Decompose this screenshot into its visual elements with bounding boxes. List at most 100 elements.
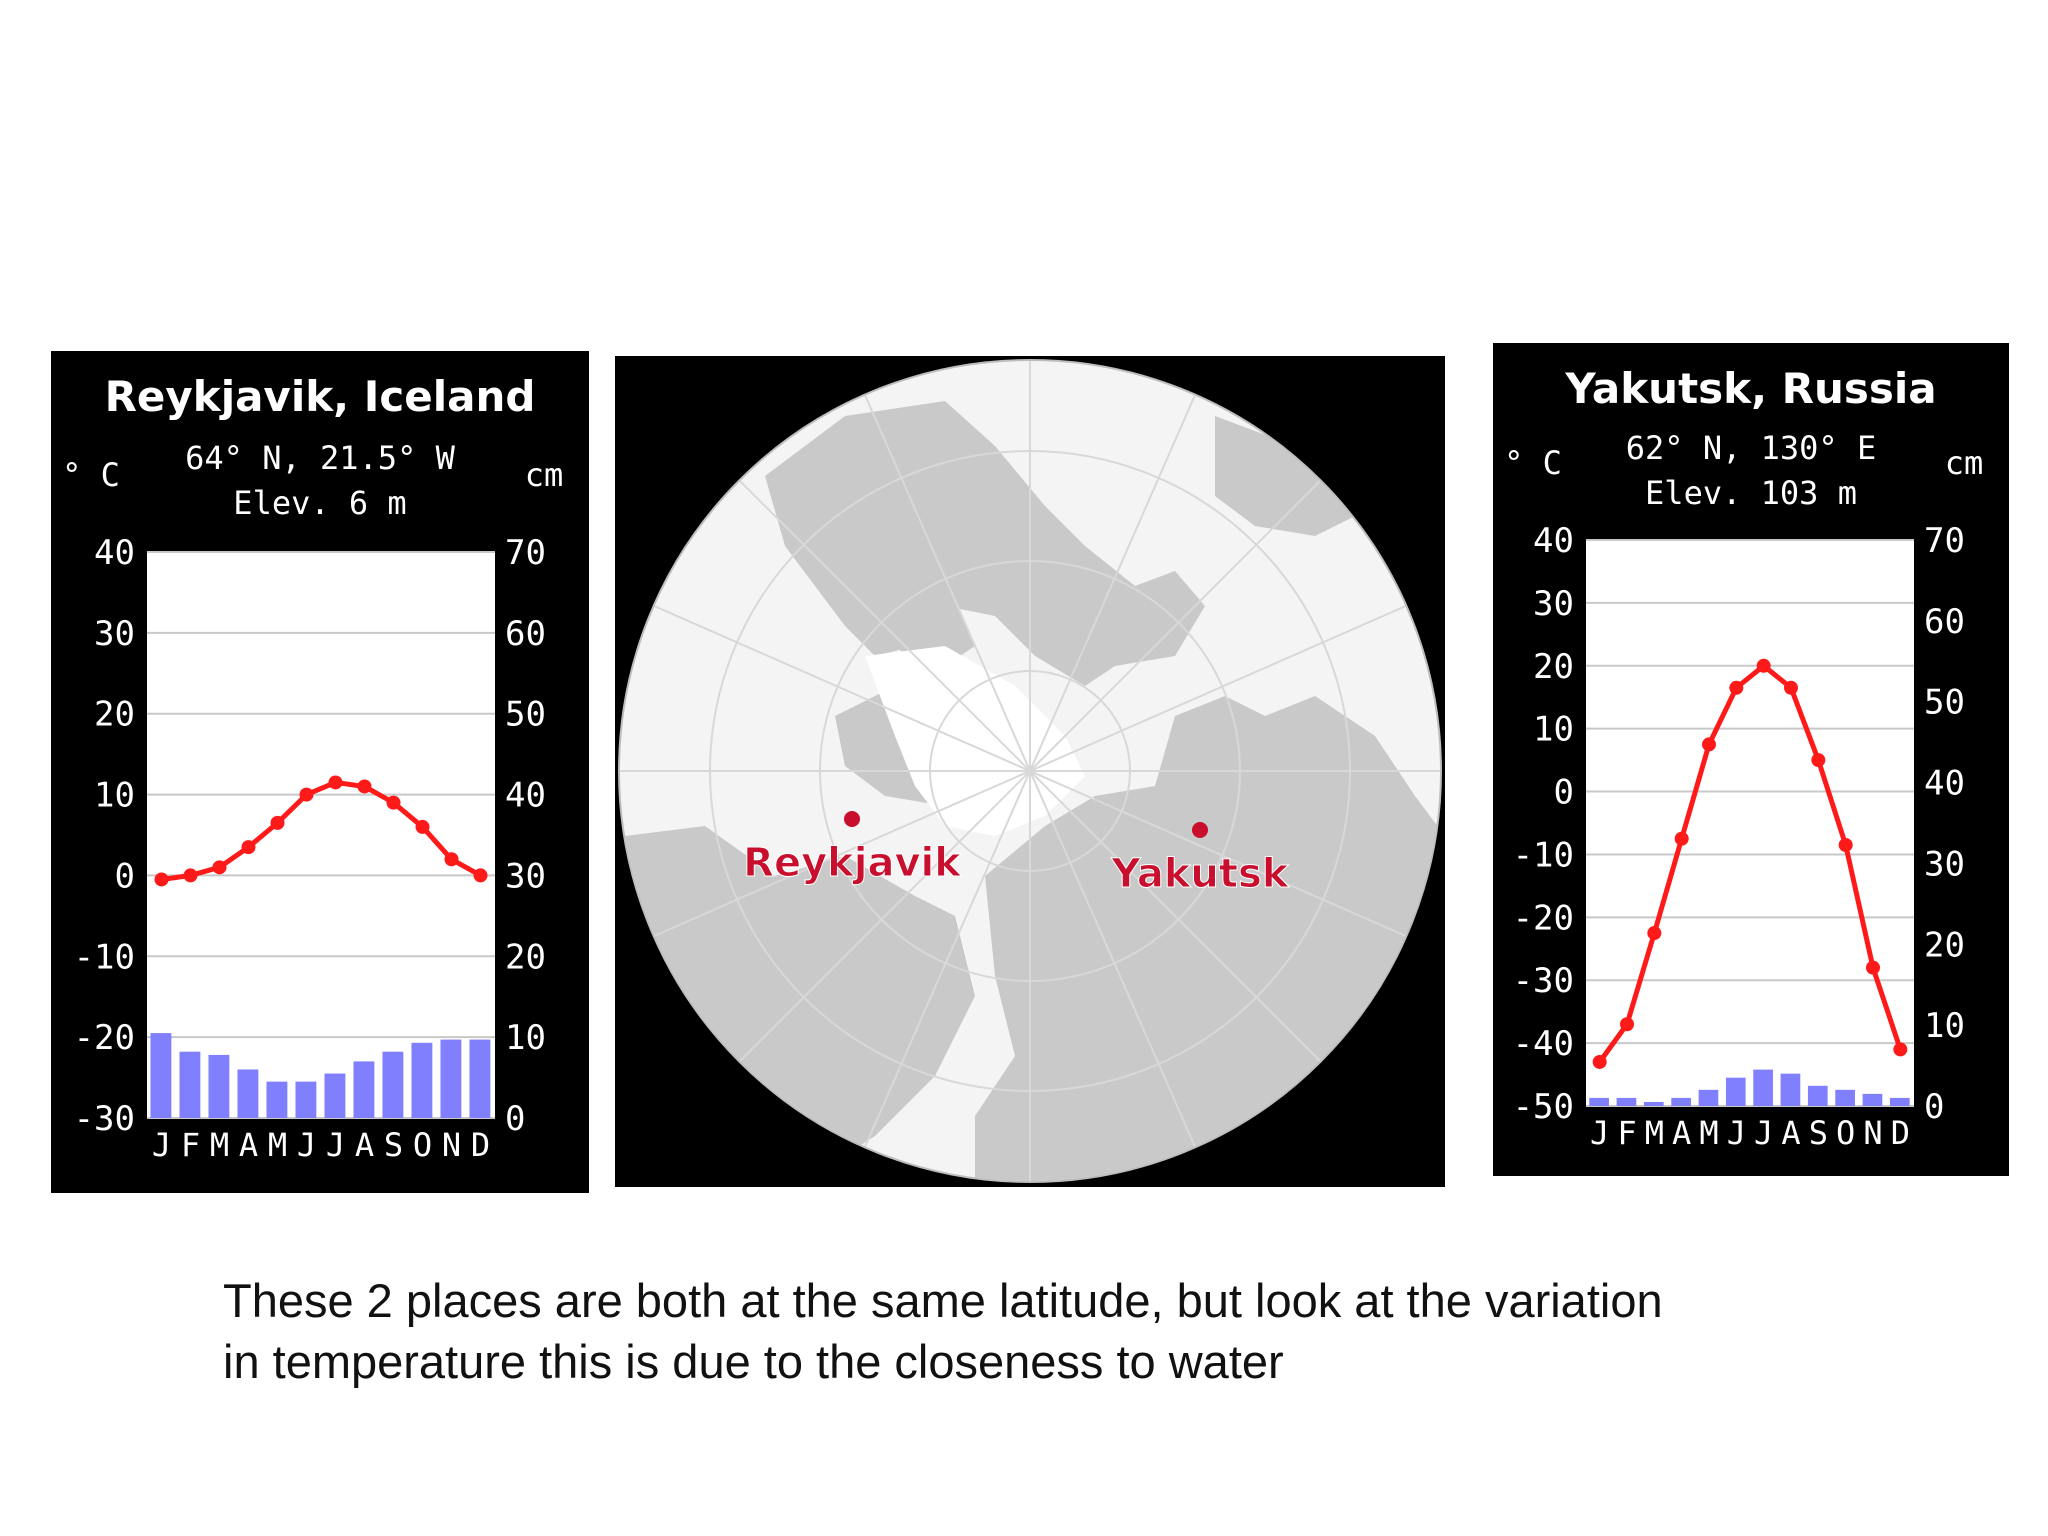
precipitation-bar	[1698, 1089, 1719, 1106]
temperature-tick-label: 20	[1533, 647, 1574, 687]
month-label: N	[442, 1126, 461, 1164]
temperature-point	[444, 852, 459, 867]
temperature-tick-label: 40	[1533, 521, 1574, 561]
temperature-tick-label: 40	[94, 533, 135, 573]
precipitation-bar	[266, 1081, 288, 1118]
land-masses	[620, 361, 1440, 1181]
precipitation-bar	[411, 1042, 433, 1118]
precipitation-tick-label: 70	[505, 533, 546, 573]
temperature-point	[1866, 960, 1880, 975]
temperature-tick-label: 0	[115, 856, 135, 896]
yakutsk-chart-svg: Yakutsk, Russia 62° N, 130° E Elev. 103 m °…	[1504, 364, 1983, 1152]
month-label: F	[1617, 1114, 1636, 1152]
yakutsk-climate-chart: Yakutsk, Russia 62° N, 130° E Elev. 103 m °…	[1493, 343, 2009, 1176]
precipitation-tick-label: 10	[505, 1018, 546, 1058]
temperature-point	[1784, 680, 1798, 695]
precipitation-bar	[1835, 1089, 1855, 1106]
temperature-tick-label: 10	[94, 776, 135, 816]
temperature-tick-label: 30	[1533, 584, 1574, 624]
month-label: J	[1727, 1114, 1746, 1152]
month-label: J	[1590, 1114, 1609, 1152]
month-label: F	[181, 1126, 200, 1164]
temperature-point	[212, 860, 227, 875]
temperature-point	[154, 872, 169, 887]
chart-title: Yakutsk, Russia	[1564, 364, 1936, 413]
month-label: D	[471, 1126, 490, 1164]
chart-subtitle-line: Elev. 6 m	[233, 484, 406, 522]
precipitation-tick-label: 0	[1924, 1087, 1944, 1127]
temperature-tick-label: -10	[74, 937, 135, 977]
month-label: J	[152, 1126, 171, 1164]
temperature-point	[328, 775, 343, 790]
month-label: A	[355, 1126, 374, 1164]
month-label: S	[1809, 1114, 1828, 1152]
precipitation-bar	[1807, 1085, 1828, 1106]
temperature-line	[1597, 662, 1903, 1064]
month-label: J	[1754, 1114, 1773, 1152]
precipitation-bar	[469, 1039, 491, 1118]
temperature-tick-label: -50	[1513, 1087, 1574, 1127]
precipitation-bar	[440, 1039, 462, 1118]
month-label: M	[268, 1126, 287, 1164]
caption-line-1: These 2 places are both at the same lati…	[223, 1274, 1663, 1327]
month-label: J	[326, 1126, 345, 1164]
temperature-tick-label: -30	[74, 1099, 135, 1139]
precipitation-tick-label: 50	[505, 695, 546, 735]
precipitation-bar	[1671, 1097, 1691, 1106]
precipitation-tick-label: 60	[1924, 602, 1965, 642]
precipitation-bar	[237, 1069, 259, 1118]
precipitation-bar	[1780, 1073, 1801, 1106]
caption: These 2 places are both at the same lati…	[223, 1270, 1843, 1392]
temperature-tick-label: -20	[74, 1018, 135, 1058]
reykjavik-map-label: Reykjavik	[743, 840, 962, 886]
temperature-unit-label: ° C	[1504, 444, 1562, 482]
precipitation-bar	[295, 1081, 317, 1118]
precipitation-bar	[1753, 1069, 1773, 1106]
chart-subtitle-line: 62° N, 130° E	[1626, 429, 1876, 467]
month-label: S	[384, 1126, 403, 1164]
precipitation-tick-label: 30	[505, 856, 546, 896]
precipitation-bar	[1616, 1097, 1637, 1106]
temperature-tick-label: 20	[94, 695, 135, 735]
temperature-tick-label: -20	[1513, 898, 1574, 938]
precipitation-tick-label: 40	[1924, 764, 1965, 804]
temperature-point	[241, 840, 256, 855]
month-label: A	[1781, 1114, 1800, 1152]
month-label: D	[1891, 1114, 1910, 1152]
precipitation-bar	[382, 1051, 404, 1118]
temperature-point	[1702, 737, 1716, 752]
temperature-point	[299, 787, 314, 802]
precipitation-bar	[353, 1061, 375, 1118]
chart-subtitle-line: 64° N, 21.5° W	[185, 439, 455, 477]
precipitation-bar	[1862, 1093, 1883, 1106]
temperature-point	[415, 819, 430, 834]
temperature-point	[1647, 926, 1662, 941]
precipitation-bar	[150, 1033, 172, 1118]
yakutsk-marker	[1192, 822, 1208, 838]
temperature-point	[1838, 838, 1853, 853]
temperature-point	[183, 868, 198, 883]
chart-title: Reykjavik, Iceland	[105, 372, 536, 421]
temperature-tick-label: -10	[1513, 835, 1574, 875]
temperature-point	[386, 795, 401, 810]
precipitation-tick-label: 10	[1924, 1006, 1965, 1046]
temperature-point	[1620, 1017, 1634, 1032]
precipitation-bar	[208, 1054, 230, 1118]
precipitation-bar	[324, 1073, 346, 1118]
temperature-point	[1592, 1054, 1607, 1069]
temperature-point	[1674, 831, 1689, 846]
month-label: J	[297, 1126, 316, 1164]
temperature-tick-label: 0	[1554, 773, 1574, 813]
precipitation-tick-label: 20	[1924, 925, 1965, 965]
precipitation-tick-label: 0	[505, 1099, 525, 1139]
month-label: M	[1645, 1114, 1664, 1152]
reykjavik-marker	[844, 811, 860, 827]
temperature-point	[1729, 680, 1744, 695]
chart-subtitle-line: Elev. 103 m	[1645, 474, 1857, 512]
graticule	[620, 361, 1440, 1181]
precipitation-bar	[1589, 1097, 1609, 1106]
temperature-tick-label: -30	[1513, 961, 1574, 1001]
reykjavik-climate-chart: Reykjavik, Iceland 64° N, 21.5° W Elev. 6 …	[51, 351, 589, 1193]
precipitation-tick-label: 70	[1924, 521, 1965, 561]
temperature-point	[270, 815, 285, 830]
